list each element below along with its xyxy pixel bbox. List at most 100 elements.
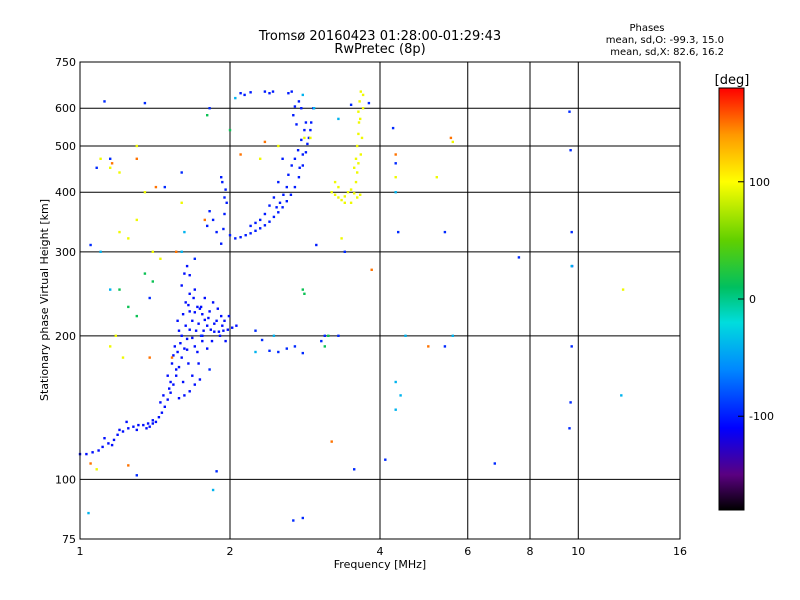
data-point	[304, 151, 308, 154]
stats-header: Phases	[629, 23, 664, 34]
data-point	[121, 356, 125, 359]
data-point	[221, 324, 224, 327]
data-point	[301, 164, 304, 167]
data-point	[196, 305, 199, 309]
data-point	[166, 398, 169, 401]
x-axis-label: Frequency [MHz]	[334, 558, 426, 571]
data-point	[191, 374, 194, 377]
data-point	[394, 191, 397, 194]
data-point	[289, 193, 293, 196]
data-point	[427, 345, 430, 348]
data-point	[199, 334, 203, 337]
y-axis-ticks: 75 100 200 300 400 500 600 750	[55, 56, 76, 546]
data-point	[148, 356, 151, 359]
data-point	[399, 394, 402, 397]
data-point	[177, 397, 181, 400]
data-point	[206, 324, 209, 327]
data-point	[307, 136, 311, 140]
x-tick-label: 8	[527, 545, 534, 558]
data-point	[259, 227, 262, 230]
y-tick-label: 100	[55, 473, 76, 486]
data-point	[306, 142, 309, 146]
data-point	[208, 368, 211, 371]
data-point	[172, 354, 175, 357]
data-point	[103, 100, 106, 103]
data-point	[263, 140, 267, 144]
data-point	[234, 237, 237, 240]
data-point	[217, 330, 221, 333]
data-point	[170, 362, 174, 365]
data-point	[277, 180, 280, 184]
data-point	[330, 440, 333, 443]
data-point	[135, 218, 138, 222]
data-point	[435, 176, 438, 179]
data-point	[110, 162, 114, 165]
data-point	[621, 288, 625, 291]
data-point	[298, 166, 301, 169]
data-point	[356, 144, 359, 148]
data-point	[194, 329, 198, 332]
data-point	[340, 198, 343, 202]
data-point	[343, 195, 346, 198]
colorbar-tick-label: -100	[749, 410, 774, 423]
colorbar: [deg] 100 0 -100	[715, 73, 774, 511]
data-point	[220, 242, 223, 245]
data-point	[361, 93, 365, 97]
data-point	[109, 157, 112, 160]
data-point	[103, 437, 106, 440]
data-point	[260, 338, 264, 342]
data-point	[568, 110, 571, 113]
data-point	[222, 227, 225, 231]
data-point	[199, 305, 203, 309]
data-point	[151, 419, 154, 422]
data-point	[254, 329, 257, 332]
data-point	[109, 288, 112, 291]
data-point	[169, 380, 172, 384]
data-point	[297, 176, 301, 179]
data-point	[208, 210, 211, 213]
data-point	[193, 311, 196, 314]
data-point	[109, 345, 112, 348]
data-point	[213, 330, 216, 333]
data-point	[281, 157, 284, 160]
data-point	[180, 171, 183, 174]
y-tick-label: 600	[55, 102, 76, 115]
data-point	[249, 232, 252, 235]
data-point	[239, 153, 242, 156]
data-point	[89, 462, 92, 465]
data-point	[223, 212, 226, 216]
stats-line-o: mean, sd,O: -99.3, 15.0	[606, 35, 724, 46]
data-point	[224, 188, 227, 191]
data-point	[309, 128, 312, 132]
data-point	[203, 218, 206, 222]
data-point	[159, 257, 162, 260]
data-point	[268, 92, 271, 95]
data-point	[451, 140, 454, 144]
data-point	[185, 348, 189, 351]
data-point	[191, 319, 194, 322]
data-point	[359, 117, 362, 121]
data-point	[193, 383, 196, 386]
data-point	[244, 234, 247, 237]
data-point	[132, 425, 135, 428]
data-point	[268, 220, 271, 223]
data-point	[340, 237, 343, 240]
data-point	[358, 100, 361, 103]
data-point	[397, 230, 400, 234]
data-point	[127, 305, 130, 309]
data-point	[357, 110, 360, 113]
data-point	[135, 474, 138, 477]
data-point	[181, 380, 185, 384]
data-point	[146, 422, 150, 425]
data-point	[570, 345, 573, 348]
data-point	[201, 334, 204, 337]
data-point	[272, 196, 276, 199]
y-tick-label: 400	[55, 186, 76, 199]
data-point	[135, 314, 138, 318]
data-point	[359, 193, 362, 196]
y-tick-label: 750	[55, 56, 76, 69]
data-point	[569, 149, 572, 152]
data-point	[143, 272, 147, 275]
data-point	[116, 433, 119, 436]
